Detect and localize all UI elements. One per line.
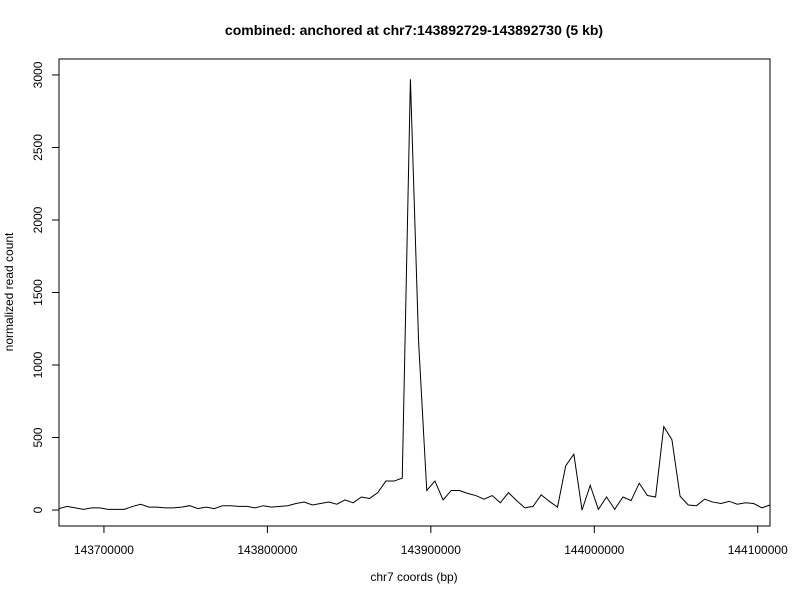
y-tick-label: 500 (31, 427, 45, 447)
y-axis: 0 500 1000 1500 2000 2500 3000 (31, 61, 59, 513)
y-tick-label: 2000 (31, 206, 45, 233)
x-tick-label: 144100000 (728, 543, 788, 557)
x-axis: 143700000 143800000 143900000 144000000 1441… (74, 526, 788, 557)
plot-area (59, 79, 770, 511)
x-tick-label: 143700000 (74, 543, 134, 557)
y-tick-label: 1000 (31, 351, 45, 378)
y-tick-label: 3000 (31, 61, 45, 88)
x-tick-label: 144000000 (564, 543, 624, 557)
y-tick-label: 1500 (31, 279, 45, 306)
x-axis-label: chr7 coords (bp) (370, 570, 457, 584)
plot-frame (58, 58, 771, 527)
y-tick-label: 2500 (31, 134, 45, 161)
series-line (59, 79, 770, 511)
y-axis-label: normalized read count (2, 232, 16, 351)
chart-title: combined: anchored at chr7:143892729-143… (225, 22, 603, 38)
x-tick-label: 143800000 (237, 543, 297, 557)
x-tick-label: 143900000 (401, 543, 461, 557)
y-tick-label: 0 (31, 506, 45, 513)
